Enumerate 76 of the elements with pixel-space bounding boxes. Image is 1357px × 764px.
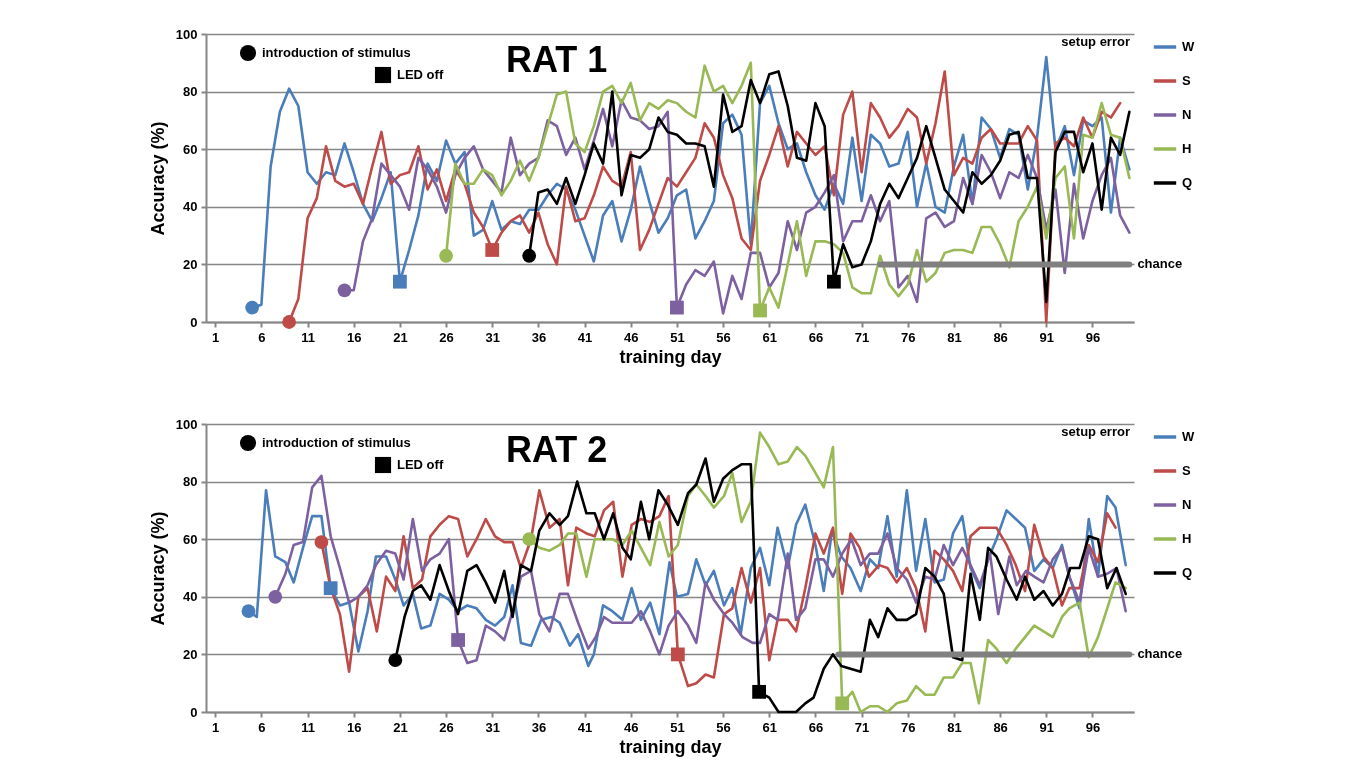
x-tick-label: 46 (624, 719, 639, 735)
x-tick-label: 66 (808, 719, 824, 735)
legend-label: LED off (397, 67, 444, 82)
x-tick-label: 1 (212, 329, 220, 345)
x-tick-label: 51 (670, 719, 685, 735)
y-tick-label: 20 (183, 646, 198, 662)
x-tick-label: 56 (716, 719, 731, 735)
x-tick-label: 21 (393, 329, 408, 345)
series-label: chance (1137, 646, 1183, 662)
x-tick-label: 86 (993, 329, 1008, 345)
x-tick-label: 31 (485, 719, 500, 735)
x-axis-title: training day (619, 736, 722, 757)
x-tick-label: 16 (347, 719, 362, 735)
legend-label: S (1182, 73, 1191, 88)
x-tick-label: 96 (1085, 719, 1101, 735)
x-tick-label: 61 (762, 329, 777, 345)
legend-label: H (1182, 531, 1192, 546)
x-tick-label: 41 (577, 719, 593, 735)
y-tick-label: 80 (183, 84, 198, 100)
y-tick-label: 100 (175, 416, 198, 432)
x-tick-label: 76 (901, 719, 916, 735)
legend-label: W (1182, 39, 1195, 54)
legend-label: N (1182, 497, 1192, 512)
chart-title: RAT 2 (506, 429, 608, 470)
x-tick-label: 1 (212, 719, 220, 735)
y-tick-label: 80 (183, 474, 198, 490)
x-axis-title: training day (619, 346, 722, 367)
y-tick-label: 40 (183, 589, 198, 605)
x-tick-label: 6 (258, 719, 266, 735)
x-tick-label: 16 (347, 329, 362, 345)
x-tick-label: 51 (670, 329, 685, 345)
x-tick-label: 36 (531, 329, 547, 345)
x-tick-label: 11 (301, 329, 315, 345)
y-tick-label: 60 (183, 141, 198, 157)
x-tick-label: 76 (901, 329, 916, 345)
y-axis-title: Accuracy (%) (147, 511, 168, 626)
x-tick-label: 81 (947, 719, 962, 735)
x-tick-label: 31 (485, 329, 500, 345)
x-tick-label: 46 (624, 329, 639, 345)
legend-label: introduction of stimulus (262, 435, 411, 450)
x-tick-label: 81 (947, 329, 962, 345)
y-tick-label: 40 (183, 199, 198, 215)
y-tick-label: 0 (190, 704, 198, 720)
legend-label: W (1182, 429, 1195, 444)
x-tick-label: 66 (808, 329, 824, 345)
x-tick-label: 86 (993, 719, 1008, 735)
x-tick-label: 26 (439, 329, 454, 345)
x-tick-label: 71 (854, 719, 870, 735)
x-tick-label: 6 (258, 329, 266, 345)
y-tick-label: 0 (190, 314, 198, 330)
legend-label: LED off (397, 457, 444, 472)
legend-label: S (1182, 463, 1191, 478)
legend-label: Q (1182, 175, 1193, 190)
x-tick-label: 91 (1039, 719, 1055, 735)
legend-label: introduction of stimulus (262, 45, 411, 60)
x-tick-label: 36 (531, 719, 547, 735)
y-tick-label: 20 (183, 256, 198, 272)
x-tick-label: 56 (716, 329, 731, 345)
x-tick-label: 11 (301, 719, 315, 735)
legend-label: Q (1182, 565, 1193, 580)
y-axis-title: Accuracy (%) (147, 121, 168, 236)
annotation: setup error (1061, 424, 1130, 439)
x-tick-label: 61 (762, 719, 777, 735)
y-tick-label: 60 (183, 531, 198, 547)
chart-title: RAT 1 (506, 39, 608, 80)
y-tick-label: 100 (175, 26, 198, 42)
x-tick-label: 96 (1085, 329, 1101, 345)
x-tick-label: 41 (577, 329, 593, 345)
legend-label: H (1182, 141, 1192, 156)
annotation: setup error (1061, 34, 1130, 49)
x-tick-label: 91 (1039, 329, 1055, 345)
x-tick-label: 71 (854, 329, 870, 345)
legend-label: N (1182, 107, 1192, 122)
x-tick-label: 26 (439, 719, 454, 735)
series-label: chance (1137, 256, 1183, 272)
x-tick-label: 21 (393, 719, 408, 735)
